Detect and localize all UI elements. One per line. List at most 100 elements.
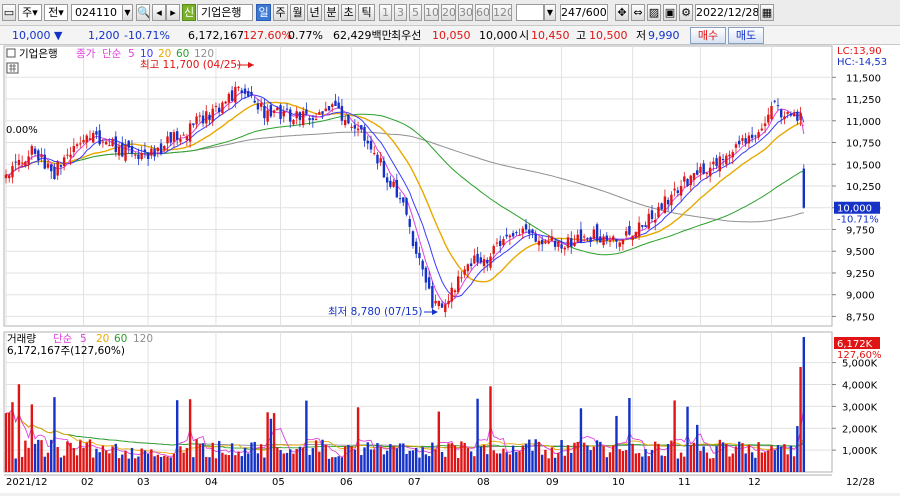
date-input[interactable]: 2022/12/28 <box>695 4 759 21</box>
search-icon[interactable]: 🔍 <box>136 4 150 21</box>
sell-button[interactable]: 매도 <box>728 27 764 44</box>
grid-toggle-icon[interactable] <box>6 62 19 74</box>
volume-bar <box>188 399 192 472</box>
volume-bar <box>285 452 289 472</box>
scroll-icon[interactable]: ⇔ <box>631 4 645 21</box>
interval-input[interactable] <box>516 4 544 21</box>
candle-body <box>424 267 428 283</box>
calendar-icon[interactable]: ▦ <box>760 4 774 21</box>
tab-year[interactable]: 년 <box>307 4 322 21</box>
volume-bar <box>92 457 95 472</box>
candle-body <box>163 146 166 150</box>
price-tick-label: 10,250 <box>846 182 881 193</box>
volume-bar <box>579 408 583 472</box>
volume-bar <box>663 455 667 472</box>
tab-tick[interactable]: 틱 <box>358 4 375 21</box>
volume-bar <box>511 445 515 472</box>
volume-bar <box>796 426 799 472</box>
legend-box-icon[interactable] <box>6 48 16 58</box>
market-select[interactable]: 전▾ <box>44 4 68 21</box>
candle-body <box>550 236 554 241</box>
candle-body <box>699 166 702 173</box>
volume-bar <box>250 442 253 472</box>
volume-bar <box>256 453 260 472</box>
grid-toggle-lines <box>9 64 16 72</box>
candle-body <box>460 277 463 279</box>
candle-body <box>208 114 211 120</box>
candle-body <box>447 300 450 305</box>
prev-stock-icon[interactable]: ◂ <box>152 4 166 21</box>
volume-bar <box>221 452 224 472</box>
interval-3[interactable]: 3 <box>394 4 407 21</box>
save-icon[interactable]: ▣ <box>663 4 677 21</box>
tab-week[interactable]: 주 <box>273 4 288 21</box>
tab-month[interactable]: 월 <box>290 4 305 21</box>
candle-body <box>453 290 457 293</box>
candle-body <box>134 154 137 156</box>
candle-body <box>169 132 172 143</box>
candle-body <box>531 229 534 233</box>
x-tick-label: 12 <box>748 477 761 488</box>
candle-body <box>253 100 256 103</box>
candle-body <box>211 108 214 122</box>
stock-code-input[interactable]: 024110 <box>71 4 133 21</box>
candle-body <box>66 154 69 156</box>
interval-5[interactable]: 5 <box>409 4 422 21</box>
volume-bar <box>660 455 663 472</box>
candle-body <box>279 105 282 120</box>
interval-10[interactable]: 10 <box>424 4 439 21</box>
candle-body <box>624 231 628 236</box>
chart-tools-icon[interactable]: ✥ <box>615 4 629 21</box>
code-dropdown-icon[interactable]: ▼ <box>122 4 133 21</box>
x-tick-label: 08 <box>477 477 490 488</box>
buy-button[interactable]: 매수 <box>690 27 726 44</box>
volume-bar <box>763 452 767 472</box>
tab-minute[interactable]: 분 <box>324 4 339 21</box>
tab-day[interactable]: 일 <box>256 4 271 21</box>
volume-bar <box>201 443 205 472</box>
interval-dropdown-icon[interactable]: ▼ <box>544 4 556 21</box>
interval-20[interactable]: 20 <box>441 4 456 21</box>
candle-body <box>728 154 731 157</box>
volume-bar <box>121 454 124 472</box>
period-select[interactable]: 주▾ <box>18 4 42 21</box>
range-field[interactable]: 247/600 <box>560 4 608 21</box>
low-annotation: 최저 8,780 (07/15) <box>328 306 423 318</box>
chart-area[interactable]: 11,500 11,250 11,000 10,750 10,500 10,250 10,0… <box>0 45 900 493</box>
candle-body <box>628 226 631 235</box>
candle-body <box>263 106 266 119</box>
settings-icon[interactable]: ⚙ <box>679 4 693 21</box>
volume-bar <box>59 457 63 472</box>
volume-bar <box>673 400 676 472</box>
tab-second[interactable]: 초 <box>341 4 356 21</box>
volume-bar <box>421 447 424 472</box>
volume-bar <box>111 446 114 472</box>
candle-body <box>75 144 79 146</box>
candle-body <box>776 105 780 107</box>
volume-bar <box>718 439 722 472</box>
interval-30[interactable]: 30 <box>458 4 473 21</box>
interval-1[interactable]: 1 <box>379 4 392 21</box>
ma60-line <box>5 113 804 256</box>
candle-body <box>576 234 579 242</box>
menu-icon[interactable]: ▭ <box>2 4 16 21</box>
interval-60[interactable]: 60 <box>475 4 490 21</box>
volume-bar <box>502 448 505 472</box>
price-change: 1,200 <box>88 29 120 42</box>
volume-last-short: 6,172K <box>837 339 873 350</box>
volume-bar <box>621 451 625 472</box>
candle-body <box>570 238 573 247</box>
price-tick-label: 11,500 <box>846 73 881 84</box>
candle-body <box>347 114 350 124</box>
image-icon[interactable]: ▨ <box>647 4 661 21</box>
candle-body <box>479 257 483 263</box>
interval-120[interactable]: 120 <box>492 4 512 21</box>
next-stock-icon[interactable]: ▸ <box>166 4 180 21</box>
candle-body <box>188 123 192 142</box>
volume-bar <box>689 445 692 472</box>
stock-chart[interactable]: 11,500 11,250 11,000 10,750 10,500 10,250 10,0… <box>0 45 900 493</box>
volume-bar <box>166 456 169 472</box>
candle-body <box>382 160 386 178</box>
candle-body <box>747 135 751 144</box>
volume-bar <box>576 441 579 472</box>
